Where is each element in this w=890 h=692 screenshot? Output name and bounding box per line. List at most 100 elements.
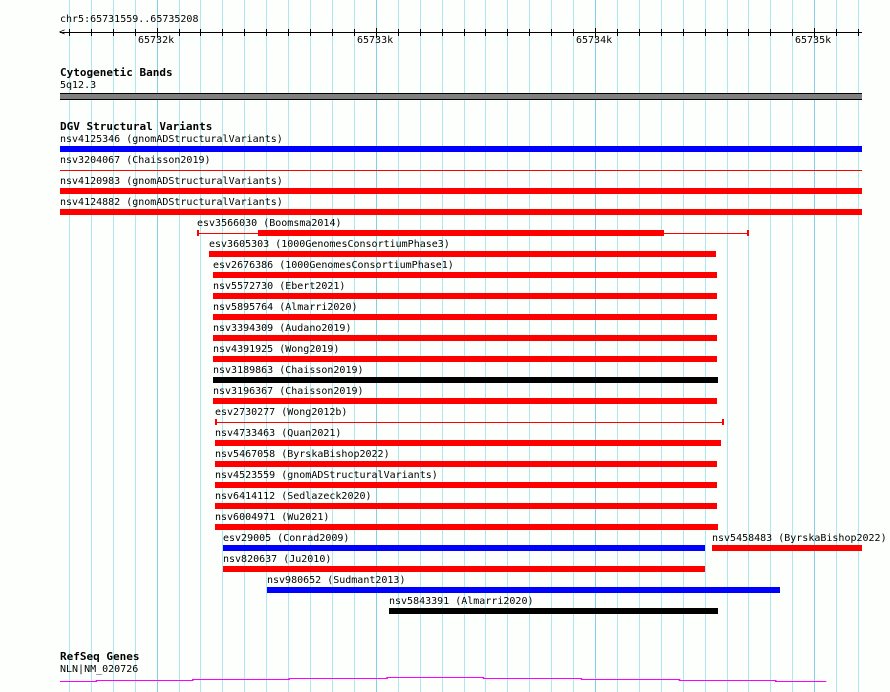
variant-bar[interactable]	[213, 314, 717, 320]
ruler-tick	[551, 29, 552, 36]
grid-line	[442, 0, 443, 692]
variant-label[interactable]: esv29005 (Conrad2009)	[223, 533, 350, 544]
variant-label[interactable]: nsv3204067 (Chaisson2019)	[60, 155, 211, 166]
variant-end-cap[interactable]	[747, 230, 749, 236]
grid-line	[91, 0, 92, 692]
track-title: DGV Structural Variants	[60, 120, 213, 133]
variant-bar[interactable]	[213, 335, 717, 341]
variant-label[interactable]: nsv3394309 (Audano2019)	[213, 323, 352, 334]
variant-bar[interactable]	[215, 524, 718, 530]
track-title: RefSeq Genes	[60, 650, 140, 663]
variant-label[interactable]: nsv820637 (Ju2010)	[223, 554, 332, 565]
variant-label[interactable]: esv2730277 (Wong2012b)	[215, 407, 348, 418]
variant-bar[interactable]	[60, 188, 862, 194]
variant-bar[interactable]	[223, 566, 705, 572]
ruler-tick	[836, 29, 837, 36]
variant-bar[interactable]	[213, 272, 717, 278]
variant-bar[interactable]	[213, 377, 718, 383]
ruler-tick	[135, 29, 136, 36]
variant-label[interactable]: nsv4391925 (Wong2019)	[213, 344, 340, 355]
grid-line	[836, 0, 837, 692]
variant-bar[interactable]	[712, 545, 862, 551]
grid-line	[157, 0, 158, 692]
variant-label[interactable]: nsv5843391 (Almarri2020)	[389, 596, 534, 607]
ruler-tick	[464, 29, 465, 36]
gene-model[interactable]	[0, 670, 890, 690]
grid-line	[617, 0, 618, 692]
ruler-tick	[617, 29, 618, 36]
grid-line	[354, 0, 355, 692]
variant-bar[interactable]	[258, 230, 664, 236]
variant-bar[interactable]	[213, 398, 717, 404]
variant-bar[interactable]	[213, 293, 717, 299]
variant-label[interactable]: nsv980652 (Sudmant2013)	[267, 575, 406, 586]
ruler-tick	[661, 29, 662, 36]
variant-bar[interactable]	[215, 461, 717, 467]
grid-line	[727, 0, 728, 692]
variant-label[interactable]: esv3605303 (1000GenomesConsortiumPhase3)	[209, 239, 450, 250]
location-label: chr5:65731559..65735208	[60, 14, 199, 25]
variant-label[interactable]: nsv4125346 (gnomADStructuralVariants)	[60, 134, 283, 145]
ruler-tick	[442, 29, 443, 36]
ruler-tick	[595, 28, 596, 38]
grid-line	[332, 0, 333, 692]
ruler-tick	[529, 29, 530, 36]
variant-bar[interactable]	[215, 440, 721, 446]
variant-label[interactable]: nsv4733463 (Quan2021)	[215, 428, 342, 439]
variant-label[interactable]: nsv5895764 (Almarri2020)	[213, 302, 358, 313]
scroll-left-arrow-icon[interactable]: <	[59, 27, 65, 39]
variant-label[interactable]: esv3566030 (Boomsma2014)	[197, 218, 342, 229]
variant-label[interactable]: nsv5572730 (Ebert2021)	[213, 281, 346, 292]
ruler-tick	[639, 29, 640, 36]
variant-bar[interactable]	[60, 146, 862, 152]
variant-bar[interactable]	[223, 545, 705, 551]
ruler-tick	[354, 29, 355, 36]
ruler-tick	[485, 29, 486, 36]
grid-line	[814, 0, 815, 692]
ruler-tick	[376, 28, 377, 38]
variant-start-cap[interactable]	[197, 230, 199, 236]
grid-line	[464, 0, 465, 692]
variant-bar[interactable]	[215, 482, 717, 488]
ruler-tick	[727, 29, 728, 36]
variant-label[interactable]: nsv3196367 (Chaisson2019)	[213, 386, 364, 397]
track-title: Cytogenetic Bands	[60, 66, 173, 79]
ruler-tick	[814, 28, 815, 38]
variant-line[interactable]	[215, 422, 724, 423]
variant-start-cap[interactable]	[215, 419, 217, 425]
ruler-tick	[573, 29, 574, 36]
variant-line[interactable]	[60, 170, 862, 171]
variant-label[interactable]: nsv6414112 (Sedlazeck2020)	[215, 491, 372, 502]
ruler-tick	[507, 29, 508, 36]
ruler-tick-label: 65732k	[138, 35, 175, 46]
variant-bar[interactable]	[215, 503, 717, 509]
variant-label[interactable]: nsv5467058 (ByrskaBishop2022)	[215, 449, 390, 460]
ruler-tick	[157, 28, 158, 38]
ruler-tick	[748, 29, 749, 36]
grid-line	[288, 0, 289, 692]
gene-label[interactable]: NLN|NM_020726	[60, 664, 139, 675]
grid-line	[551, 0, 552, 692]
band-label: 5q12.3	[60, 80, 97, 91]
variant-label[interactable]: nsv4120983 (gnomADStructuralVariants)	[60, 176, 283, 187]
variant-label[interactable]: nsv5458483 (ByrskaBishop2022)	[712, 533, 887, 544]
grid-line	[113, 0, 114, 692]
variant-bar[interactable]	[60, 209, 862, 215]
grid-line	[179, 0, 180, 692]
variant-end-cap[interactable]	[722, 419, 724, 425]
ruler-tick	[792, 29, 793, 36]
grid-line	[222, 0, 223, 692]
ruler-tick	[113, 29, 114, 36]
variant-label[interactable]: nsv6004971 (Wu2021)	[215, 512, 330, 523]
grid-line	[529, 0, 530, 692]
cytoband-bar[interactable]	[60, 93, 862, 100]
variant-bar[interactable]	[389, 608, 718, 614]
variant-label[interactable]: nsv4124882 (gnomADStructuralVariants)	[60, 197, 283, 208]
variant-bar[interactable]	[209, 251, 716, 257]
variant-bar[interactable]	[267, 587, 780, 593]
variant-label[interactable]: nsv3189863 (Chaisson2019)	[213, 365, 364, 376]
variant-label[interactable]: esv2676386 (1000GenomesConsortiumPhase1)	[213, 260, 454, 271]
ruler-tick	[200, 29, 201, 36]
variant-bar[interactable]	[213, 356, 717, 362]
variant-label[interactable]: nsv4523559 (gnomADStructuralVariants)	[215, 470, 438, 481]
